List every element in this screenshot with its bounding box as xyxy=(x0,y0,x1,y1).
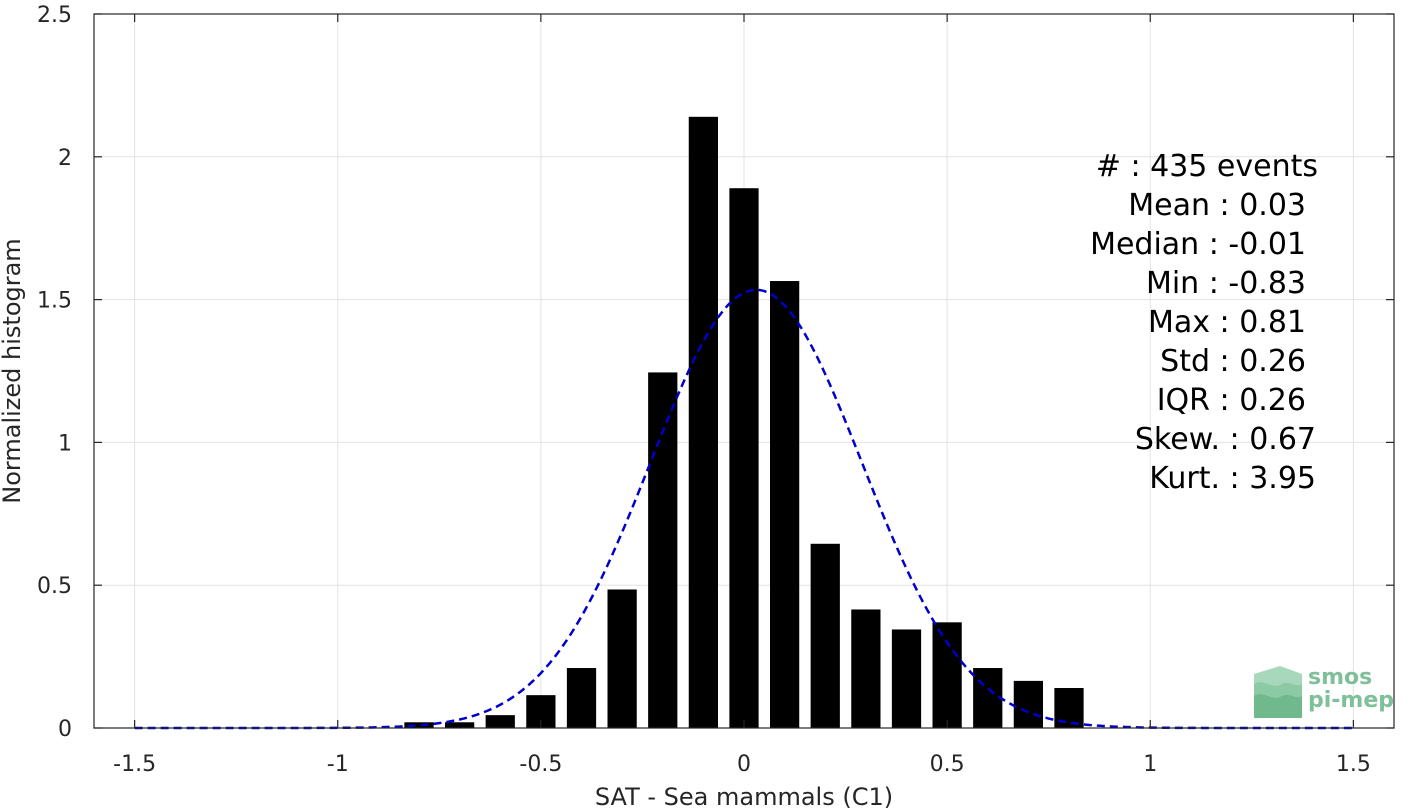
y-tick-label: 0 xyxy=(58,717,72,742)
y-tick-label: 1 xyxy=(58,431,72,456)
axis-ticks xyxy=(94,13,1394,729)
y-tick-label: 0.5 xyxy=(37,574,72,599)
smos-pimep-logo: smos pi-mep xyxy=(1254,665,1394,718)
histogram-bar xyxy=(729,188,759,728)
histogram-bar xyxy=(851,609,881,728)
histogram-bar xyxy=(566,668,597,728)
histogram-bar xyxy=(445,722,475,728)
x-tick-label: -1 xyxy=(327,752,349,777)
stats-box: # : 435 events Mean : 0.03 Median : -0.0… xyxy=(1090,149,1318,496)
x-tick-label: 0.5 xyxy=(930,752,965,777)
stat-kurt: Kurt. : 3.95 xyxy=(1149,461,1316,496)
y-tick-label: 1.5 xyxy=(37,289,72,314)
tick-labels: -1.5 -1 -0.5 0 0.5 1 1.5 0 0.5 1 1.5 2 2.5 xyxy=(37,3,1371,777)
stat-std: Std : 0.26 xyxy=(1160,344,1306,379)
stat-max: Max : 0.81 xyxy=(1148,305,1306,340)
y-axis-label: Normalized histogram xyxy=(0,238,26,503)
stat-median: Median : -0.01 xyxy=(1090,227,1306,262)
x-axis-label: SAT - Sea mammals (C1) xyxy=(595,783,893,809)
stat-skew: Skew. : 0.67 xyxy=(1135,422,1316,457)
histogram-bar xyxy=(648,372,678,728)
logo-line2: pi-mep xyxy=(1308,688,1394,713)
histogram-bar xyxy=(891,629,922,728)
x-tick-label: -1.5 xyxy=(113,752,156,777)
stat-count: # : 435 events xyxy=(1096,149,1318,184)
logo-line1: smos xyxy=(1308,665,1372,690)
stat-min: Min : -0.83 xyxy=(1146,266,1306,301)
histogram-bar xyxy=(485,715,515,728)
histogram-bar xyxy=(770,281,800,728)
histogram-bar xyxy=(607,589,637,728)
x-tick-label: 1 xyxy=(1143,752,1157,777)
x-tick-label: 0 xyxy=(737,752,751,777)
stat-iqr: IQR : 0.26 xyxy=(1157,383,1306,418)
bars xyxy=(404,116,1084,729)
histogram-bar xyxy=(932,622,962,728)
x-tick-label: 1.5 xyxy=(1336,752,1371,777)
histogram-bar xyxy=(810,543,840,728)
x-tick-label: -0.5 xyxy=(519,752,562,777)
histogram-bar xyxy=(404,722,434,728)
histogram-bar xyxy=(973,668,1003,728)
histogram-bar xyxy=(1013,680,1043,728)
histogram-bar xyxy=(688,116,718,729)
y-tick-label: 2.5 xyxy=(37,3,72,28)
stat-mean: Mean : 0.03 xyxy=(1128,188,1306,223)
y-tick-label: 2 xyxy=(58,146,72,171)
wave-layers-icon xyxy=(1254,666,1302,718)
